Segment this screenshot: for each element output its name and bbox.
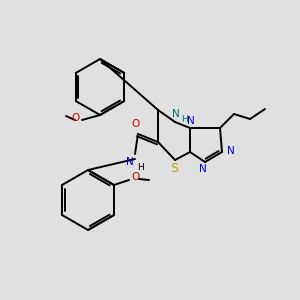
Text: N: N [126,157,134,167]
Text: H: H [138,164,144,172]
Text: N: N [187,116,195,126]
Text: O: O [132,172,140,182]
Text: O: O [132,119,140,129]
Text: O: O [71,113,79,123]
Text: N: N [227,146,235,156]
Text: S: S [170,161,178,175]
Text: N: N [172,109,180,119]
Text: H: H [181,116,188,124]
Text: N: N [199,164,207,174]
